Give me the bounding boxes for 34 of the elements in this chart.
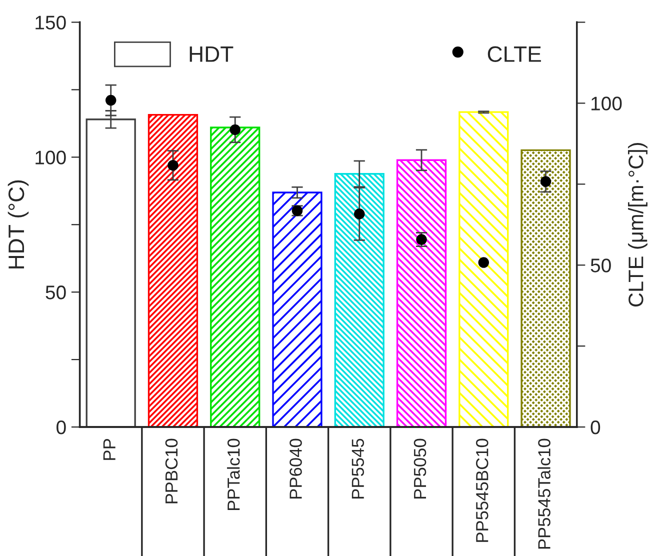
point xyxy=(354,208,365,220)
y-tick-label: 50 xyxy=(46,286,66,300)
bar xyxy=(86,118,136,428)
bar xyxy=(520,149,571,428)
x-tick-label: PPTalc10 xyxy=(227,438,240,510)
y-axis-title: HDT (°C) xyxy=(8,180,29,268)
x-tick-label: PP5545 xyxy=(352,438,364,498)
x-tick-label: PP5545Talc10 xyxy=(538,438,550,549)
bar xyxy=(210,126,260,428)
bar xyxy=(272,192,322,428)
point xyxy=(230,124,240,136)
y-tick-label: 100 xyxy=(36,150,66,164)
bar xyxy=(334,173,384,428)
bar xyxy=(148,114,198,428)
x-tick-label: PPBC10 xyxy=(165,438,178,504)
point xyxy=(168,160,178,171)
x-tick-label: PP6040 xyxy=(290,438,302,498)
point xyxy=(540,176,552,187)
y-tick-label: 0 xyxy=(56,420,66,434)
point xyxy=(105,94,116,106)
point xyxy=(416,234,427,245)
y2-axis-title: CLTE (μm/[m·°C]) xyxy=(628,143,648,306)
x-tick-label: PP xyxy=(103,439,116,460)
point xyxy=(478,257,490,268)
bar xyxy=(458,111,509,428)
y2-tick-label: 100 xyxy=(592,96,622,110)
bar xyxy=(396,159,447,428)
legend-label: CLTE xyxy=(488,46,541,62)
y-tick-label: 150 xyxy=(36,16,66,30)
y2-tick-label: 0 xyxy=(590,420,600,434)
legend-label: HDT xyxy=(190,46,234,62)
x-tick-label: PP5545BC10 xyxy=(476,438,488,542)
y2-tick-label: 50 xyxy=(590,258,611,272)
x-tick-label: PP5050 xyxy=(414,438,426,498)
